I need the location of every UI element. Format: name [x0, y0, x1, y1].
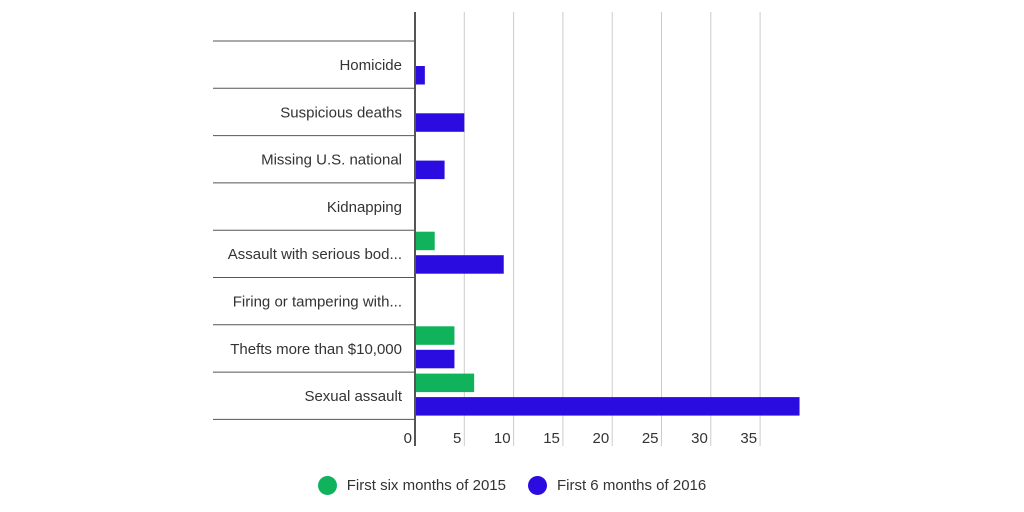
x-tick-label: 15: [543, 430, 560, 447]
x-tick-label: 25: [642, 430, 659, 447]
legend-item-2015: First six months of 2015: [317, 476, 506, 495]
category-label: Thefts more than $10,000: [230, 341, 402, 358]
bar-2015: [415, 326, 455, 345]
category-label: Assault with serious bod...: [228, 246, 402, 263]
legend-swatch-2015: [317, 476, 337, 495]
x-tick-label: 5: [453, 430, 461, 447]
legend-label-2015: First six months of 2015: [346, 477, 506, 494]
bar-2015: [415, 373, 475, 393]
x-tick-label: 0: [404, 430, 412, 447]
bar-2016: [415, 66, 425, 85]
category-label: Firing or tampering with...: [233, 294, 402, 311]
category-label: Suspicious deaths: [280, 104, 402, 121]
category-label: Homicide: [339, 57, 402, 74]
x-tick-label: 35: [740, 430, 757, 447]
legend-item-2016: First 6 months of 2016: [527, 476, 707, 495]
bar-2016: [415, 160, 445, 180]
bar-2016: [415, 113, 465, 132]
x-tick-label: 20: [593, 430, 610, 447]
x-tick-label: 10: [494, 430, 511, 447]
legend-label-2016: First 6 months of 2016: [556, 477, 707, 494]
legend-swatch-2016: [527, 476, 547, 495]
category-label: Sexual assault: [304, 388, 402, 405]
bar-chart: Homicide Suspicious deaths Missing U.S. na…: [213, 12, 800, 447]
x-tick-label: 30: [691, 430, 708, 447]
category-label: Missing U.S. national: [261, 152, 402, 169]
category-label: Kidnapping: [327, 199, 402, 216]
bar-2016: [415, 255, 504, 274]
bar-2015: [415, 231, 435, 251]
bar-2016: [415, 349, 455, 369]
bar-2016: [415, 397, 800, 416]
legend: First six months of 2015 First 6 months …: [0, 476, 1024, 495]
